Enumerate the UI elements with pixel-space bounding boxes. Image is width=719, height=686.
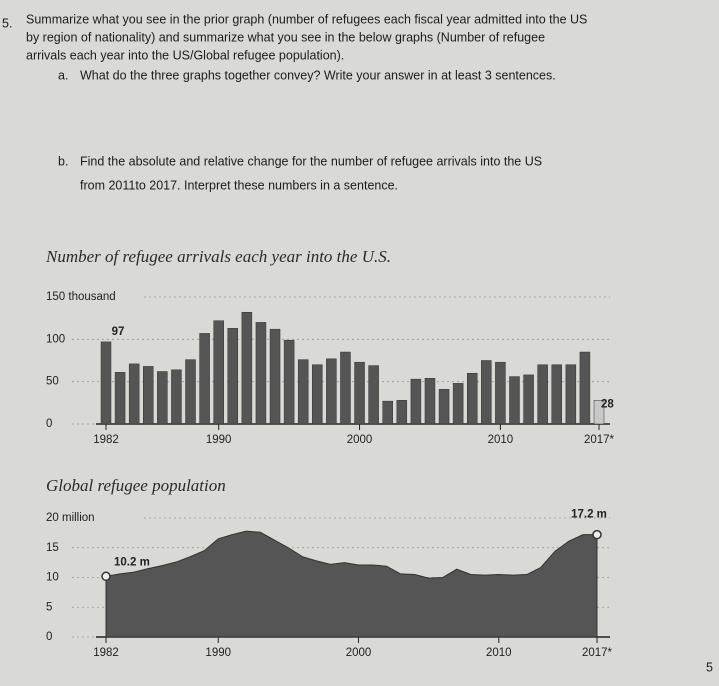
part-line: What do the three graphs together convey… bbox=[80, 68, 556, 82]
bar bbox=[537, 364, 548, 425]
chart-title: Global refugee population bbox=[46, 476, 226, 495]
part-label: a. bbox=[58, 68, 68, 82]
bar bbox=[424, 378, 436, 425]
bar bbox=[593, 400, 605, 425]
bar bbox=[481, 360, 492, 425]
bar bbox=[368, 365, 379, 425]
bar bbox=[297, 359, 309, 425]
bar bbox=[114, 372, 126, 425]
bar bbox=[396, 400, 408, 425]
bar bbox=[509, 376, 520, 425]
question-line: Summarize what you see in the prior grap… bbox=[26, 12, 587, 26]
bar bbox=[157, 371, 168, 425]
y-tick-label: 15 bbox=[46, 542, 59, 554]
bar bbox=[100, 341, 112, 425]
bar bbox=[495, 361, 506, 425]
x-tick-label: 2017* bbox=[582, 647, 613, 659]
x-tick-label: 1990 bbox=[206, 434, 232, 446]
x-tick-label: 2010 bbox=[488, 434, 514, 446]
x-tick-label: 1982 bbox=[93, 647, 119, 659]
bar bbox=[171, 369, 182, 425]
bar bbox=[551, 364, 562, 425]
y-tick-label: 100 bbox=[46, 333, 65, 345]
data-label: 97 bbox=[112, 326, 125, 338]
part-line: Find the absolute and relative change fo… bbox=[80, 154, 542, 168]
bar bbox=[382, 400, 393, 425]
bar bbox=[269, 328, 281, 425]
x-tick-label: 1990 bbox=[205, 647, 231, 659]
y-tick-label: 0 bbox=[46, 418, 52, 430]
part-label: b. bbox=[58, 154, 68, 168]
bar bbox=[438, 389, 450, 425]
area bbox=[105, 530, 598, 638]
y-tick-label: 5 bbox=[46, 601, 52, 613]
data-label: 10.2 m bbox=[114, 556, 150, 568]
point-marker bbox=[101, 571, 111, 582]
bar bbox=[227, 328, 239, 425]
bar bbox=[241, 311, 253, 425]
question-line: arrivals each year into the US/Global re… bbox=[26, 48, 344, 62]
bar bbox=[452, 383, 464, 425]
bar bbox=[283, 339, 295, 425]
bar bbox=[523, 374, 534, 425]
x-tick-label: 2017* bbox=[584, 434, 615, 446]
x-tick-label: 1982 bbox=[93, 434, 119, 446]
bar bbox=[312, 364, 323, 425]
data-label: 17.2 m bbox=[571, 509, 607, 521]
bar bbox=[354, 361, 365, 425]
data-label: 28 bbox=[601, 398, 614, 410]
x-tick-label: 2000 bbox=[347, 434, 373, 446]
page-number: 5 bbox=[706, 660, 713, 674]
question-line: by region of nationality) and summarize … bbox=[26, 30, 545, 44]
x-tick-label: 2000 bbox=[346, 647, 372, 659]
bar bbox=[199, 333, 210, 425]
y-tick-label: 150 thousand bbox=[46, 291, 116, 303]
y-tick-label: 20 million bbox=[46, 512, 95, 524]
question-number: 5. bbox=[2, 16, 12, 30]
bar bbox=[255, 322, 267, 425]
bar bbox=[143, 366, 154, 425]
bar bbox=[185, 359, 196, 425]
part-line: from 2011to 2017. Interpret these number… bbox=[80, 178, 398, 192]
bar bbox=[579, 351, 591, 425]
y-tick-label: 50 bbox=[46, 376, 59, 388]
bar bbox=[466, 372, 478, 425]
bar bbox=[128, 363, 140, 425]
y-tick-label: 0 bbox=[46, 631, 52, 643]
y-tick-label: 10 bbox=[46, 572, 59, 584]
bar bbox=[565, 364, 577, 425]
bar bbox=[340, 351, 351, 425]
point-marker bbox=[592, 529, 602, 540]
bar bbox=[410, 378, 422, 425]
chart-title: Number of refugee arrivals each year int… bbox=[45, 247, 391, 266]
bar bbox=[213, 320, 224, 425]
x-tick-label: 2010 bbox=[486, 647, 512, 659]
bar bbox=[326, 358, 337, 425]
